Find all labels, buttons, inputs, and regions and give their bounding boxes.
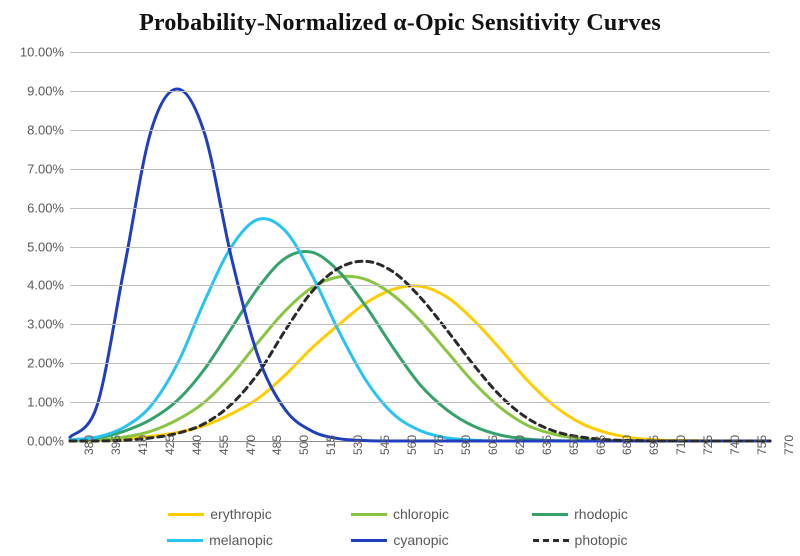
legend-label: photopic	[575, 532, 628, 548]
legend-swatch	[351, 539, 387, 542]
y-axis-label: 5.00%	[27, 239, 64, 254]
series-photopic	[70, 261, 770, 441]
y-axis-label: 4.00%	[27, 278, 64, 293]
x-axis-label: 530	[339, 435, 365, 455]
legend-label: chloropic	[393, 506, 449, 522]
x-axis-label: 740	[716, 435, 742, 455]
series-chloropic	[70, 276, 770, 441]
x-axis-label: 380	[70, 435, 96, 455]
x-axis-label: 770	[770, 435, 796, 455]
gridline	[70, 52, 770, 53]
x-axis-label: 410	[124, 435, 150, 455]
x-axis-label: 515	[312, 435, 338, 455]
legend-item-photopic: photopic	[505, 532, 655, 548]
y-axis-label: 8.00%	[27, 122, 64, 137]
chart-legend: erythropic chloropic rhodopic melanopic cyan…	[0, 506, 800, 548]
y-axis-label: 3.00%	[27, 317, 64, 332]
x-axis-label: 710	[662, 435, 688, 455]
x-axis-label: 665	[582, 435, 608, 455]
x-axis-label: 575	[420, 435, 446, 455]
y-axis-label: 1.00%	[27, 395, 64, 410]
gridline	[70, 130, 770, 131]
x-axis-label: 440	[178, 435, 204, 455]
x-axis-label: 605	[474, 435, 500, 455]
y-axis-label: 10.00%	[20, 45, 64, 60]
gridline	[70, 363, 770, 364]
legend-item-cyanopic: cyanopic	[325, 532, 475, 548]
legend-item-chloropic: chloropic	[325, 506, 475, 522]
legend-swatch	[532, 513, 568, 516]
series-rhodopic	[70, 251, 770, 441]
legend-item-melanopic: melanopic	[145, 532, 295, 548]
gridline	[70, 285, 770, 286]
legend-label: cyanopic	[393, 532, 448, 548]
gridline	[70, 208, 770, 209]
gridline	[70, 402, 770, 403]
x-axis-label: 695	[635, 435, 661, 455]
y-axis-label: 7.00%	[27, 161, 64, 176]
gridline	[70, 247, 770, 248]
x-axis-label: 455	[205, 435, 231, 455]
x-axis-label: 395	[97, 435, 123, 455]
gridline	[70, 91, 770, 92]
y-axis-label: 0.00%	[27, 434, 64, 449]
legend-swatch	[168, 513, 204, 516]
x-axis-label: 590	[447, 435, 473, 455]
legend-item-erythropic: erythropic	[145, 506, 295, 522]
legend-swatch	[167, 539, 203, 542]
x-axis-label: 425	[151, 435, 177, 455]
series-cyanopic	[70, 89, 770, 441]
chart-container: Probability-Normalized α-Opic Sensitivit…	[0, 0, 800, 556]
plot-area: 0.00%1.00%2.00%3.00%4.00%5.00%6.00%7.00%…	[70, 52, 770, 442]
y-axis-label: 9.00%	[27, 83, 64, 98]
legend-label: erythropic	[210, 506, 271, 522]
legend-swatch	[533, 539, 569, 542]
x-axis-label: 680	[608, 435, 634, 455]
x-axis-label: 650	[555, 435, 581, 455]
legend-label: melanopic	[209, 532, 273, 548]
x-axis-label: 620	[501, 435, 527, 455]
x-axis-label: 635	[528, 435, 554, 455]
x-axis-label: 755	[743, 435, 769, 455]
legend-item-rhodopic: rhodopic	[505, 506, 655, 522]
x-axis-label: 485	[258, 435, 284, 455]
legend-swatch	[351, 513, 387, 516]
x-axis-label: 500	[285, 435, 311, 455]
x-axis-label: 725	[689, 435, 715, 455]
x-axis-label: 560	[393, 435, 419, 455]
y-axis-label: 2.00%	[27, 356, 64, 371]
chart-title: Probability-Normalized α-Opic Sensitivit…	[0, 10, 800, 37]
series-melanopic	[70, 219, 770, 441]
x-axis-label: 470	[232, 435, 258, 455]
y-axis-label: 6.00%	[27, 200, 64, 215]
gridline	[70, 324, 770, 325]
gridline	[70, 169, 770, 170]
legend-label: rhodopic	[574, 506, 628, 522]
x-axis-label: 545	[366, 435, 392, 455]
